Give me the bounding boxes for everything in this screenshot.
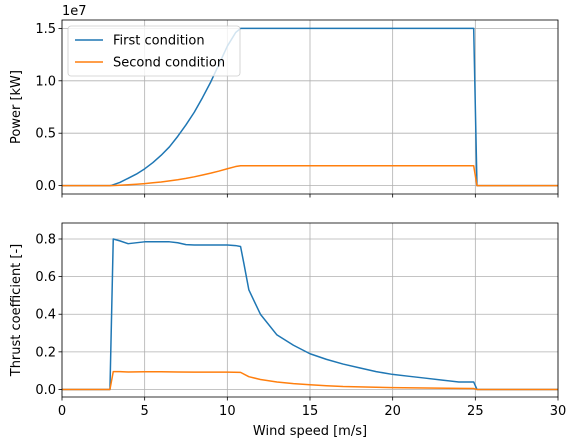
y-tick-label: 0.0 xyxy=(35,383,56,398)
subplot-2: 0 5 10 15 20 25 30 0.0 0.2 0.4 0.6 0.8 Thrust coeffi… xyxy=(9,222,567,439)
y-tick-label: 0.6 xyxy=(35,270,56,285)
series-line-first-condition xyxy=(62,238,558,391)
y-tick-label: 0.0 xyxy=(35,179,56,194)
legend-label: First condition xyxy=(113,34,205,49)
y-tick-label: 0.5 xyxy=(35,127,56,142)
legend-box xyxy=(67,25,241,77)
y-axis-label: Thrust coefficient [-] xyxy=(9,244,24,378)
series-line-second-condition xyxy=(62,370,558,391)
x-tick-label: 20 xyxy=(384,404,401,419)
y-tick-label: 1.5 xyxy=(35,22,56,37)
y-tick-label: 0.8 xyxy=(35,232,56,247)
legend: First condition Second condition xyxy=(67,25,241,77)
series-line-first-condition xyxy=(62,27,558,187)
x-tick-label: 5 xyxy=(141,404,149,419)
x-tick-label: 0 xyxy=(58,404,66,419)
x-tick-label: 25 xyxy=(467,404,484,419)
x-tick-label: 30 xyxy=(550,404,567,419)
x-tick-label: 15 xyxy=(302,404,319,419)
subplot-1: 0.0 0.5 1.0 1.5 1e7 Power [kW] First condition… xyxy=(9,4,559,198)
y-tick-label: 1.0 xyxy=(35,74,56,89)
y-tick-label: 0.4 xyxy=(35,308,56,323)
y-axis-label: Power [kW] xyxy=(9,70,24,144)
series-line-second-condition xyxy=(62,164,558,187)
y-tick-label: 0.2 xyxy=(35,345,56,360)
x-axis-label: Wind speed [m/s] xyxy=(253,424,367,439)
legend-label: Second condition xyxy=(113,56,225,71)
y-offset-label: 1e7 xyxy=(62,4,87,19)
x-tick-label: 10 xyxy=(219,404,236,419)
